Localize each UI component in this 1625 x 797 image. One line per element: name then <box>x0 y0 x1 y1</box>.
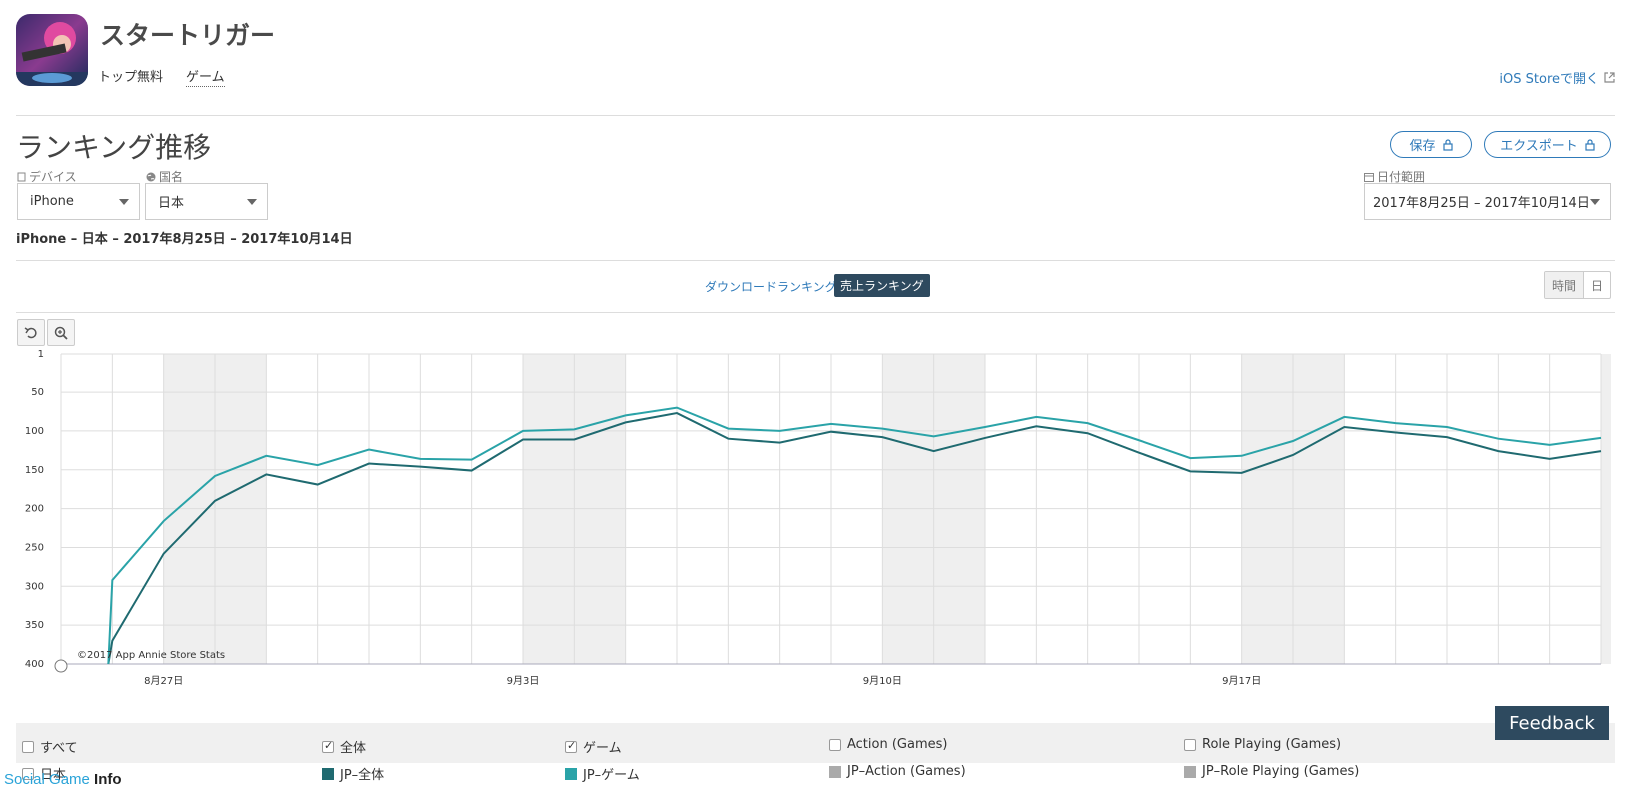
checkbox[interactable] <box>22 740 34 753</box>
checkbox[interactable] <box>22 767 34 780</box>
external-link-icon <box>1604 72 1615 83</box>
zoom-in-icon <box>54 326 68 340</box>
rank-type: トップ無料 <box>98 70 164 85</box>
date-range-select[interactable]: 2017年8月25日 – 2017年10月14日 <box>1364 183 1611 220</box>
swatch <box>565 767 577 780</box>
x-tick-label: 9月17日 <box>1222 675 1261 687</box>
x-tick-label: 9月3日 <box>507 675 540 687</box>
series-overall[interactable]: JP–全体 <box>322 764 384 783</box>
tab-download-ranking[interactable]: ダウンロードランキング <box>705 280 837 294</box>
export-button[interactable]: エクスポート <box>1484 131 1611 158</box>
chevron-down-icon <box>247 199 257 205</box>
divider <box>16 312 1615 313</box>
globe-icon <box>146 172 156 181</box>
save-button[interactable]: 保存 <box>1390 131 1472 158</box>
x-tick-label: 8月27日 <box>144 675 183 687</box>
category-link[interactable]: ゲーム <box>186 66 225 87</box>
legend-game[interactable]: ゲーム <box>565 737 622 756</box>
country-label: 国名 <box>146 168 183 185</box>
save-button-label: 保存 <box>1409 139 1436 154</box>
legend-rpg[interactable]: Role Playing (Games) <box>1184 737 1341 752</box>
granularity-day[interactable]: 日 <box>1590 278 1603 293</box>
series-action[interactable]: JP–Action (Games) <box>829 764 966 779</box>
date-range-label: 日付範囲 <box>1364 168 1425 185</box>
series-line[interactable] <box>107 406 1602 665</box>
checkbox[interactable] <box>565 739 577 753</box>
legend-overall[interactable]: 全体 <box>322 737 366 756</box>
granularity-hour[interactable]: 時間 <box>1545 272 1584 298</box>
app-title: スタートリガー <box>100 21 276 50</box>
filter-summary: iPhone – 日本 – 2017年8月25日 – 2017年10月14日 <box>16 232 353 247</box>
chevron-down-icon <box>119 199 129 205</box>
series-line[interactable] <box>107 412 1602 665</box>
weekend-band <box>1601 354 1611 664</box>
granularity-toggle: 時間 日 <box>1544 271 1611 299</box>
reset-zoom-button[interactable] <box>17 319 45 346</box>
checkbox[interactable] <box>1184 738 1196 751</box>
series-game[interactable]: JP–ゲーム <box>565 764 640 783</box>
checkbox[interactable] <box>322 739 334 753</box>
device-select[interactable]: iPhone <box>17 183 140 220</box>
legend-bar <box>16 723 1615 763</box>
y-tick-label: 1 <box>38 349 44 360</box>
tab-revenue-ranking[interactable]: 売上ランキング <box>834 274 930 297</box>
y-tick-label: 100 <box>25 426 44 437</box>
y-tick-label: 300 <box>25 581 44 592</box>
y-tick-label: 350 <box>25 620 44 631</box>
export-button-label: エクスポート <box>1500 139 1578 154</box>
x-tick-label: 9月10日 <box>863 675 902 687</box>
swatch <box>322 767 334 780</box>
y-tick-label: 50 <box>31 387 44 398</box>
feedback-button[interactable]: Feedback <box>1495 706 1609 740</box>
ios-store-link-label: iOS Storeで開く <box>1499 72 1599 87</box>
y-tick-label: 200 <box>25 504 44 515</box>
swatch <box>829 765 841 778</box>
watermark: Social Game Info <box>4 771 122 788</box>
undo-icon <box>24 326 37 338</box>
ios-store-link[interactable]: iOS Storeで開く <box>1499 68 1615 87</box>
y-tick-label: 400 <box>25 659 44 670</box>
y-tick-label: 150 <box>25 465 44 476</box>
divider <box>16 260 1615 261</box>
device-label: デバイス <box>17 168 77 185</box>
calendar-icon <box>1364 172 1374 182</box>
zoom-button[interactable] <box>47 319 75 346</box>
legend-all[interactable]: すべて <box>22 737 78 756</box>
lock-icon <box>1585 138 1595 151</box>
country-select[interactable]: 日本 <box>145 183 268 220</box>
series-rpg[interactable]: JP–Role Playing (Games) <box>1184 764 1359 779</box>
y-tick-label: 250 <box>25 542 44 553</box>
section-title: ランキング推移 <box>16 131 212 164</box>
app-icon <box>16 14 88 86</box>
chevron-down-icon <box>1590 199 1600 205</box>
lock-icon <box>1442 138 1453 151</box>
checkbox[interactable] <box>829 738 841 751</box>
speech-bubble-icon <box>54 659 68 673</box>
device-icon <box>17 172 26 181</box>
swatch <box>1184 765 1196 778</box>
country-row[interactable]: 日本 <box>22 764 66 783</box>
divider <box>16 115 1615 116</box>
chart-credit: ©2017 App Annie Store Stats <box>77 650 225 661</box>
legend-action[interactable]: Action (Games) <box>829 737 947 752</box>
